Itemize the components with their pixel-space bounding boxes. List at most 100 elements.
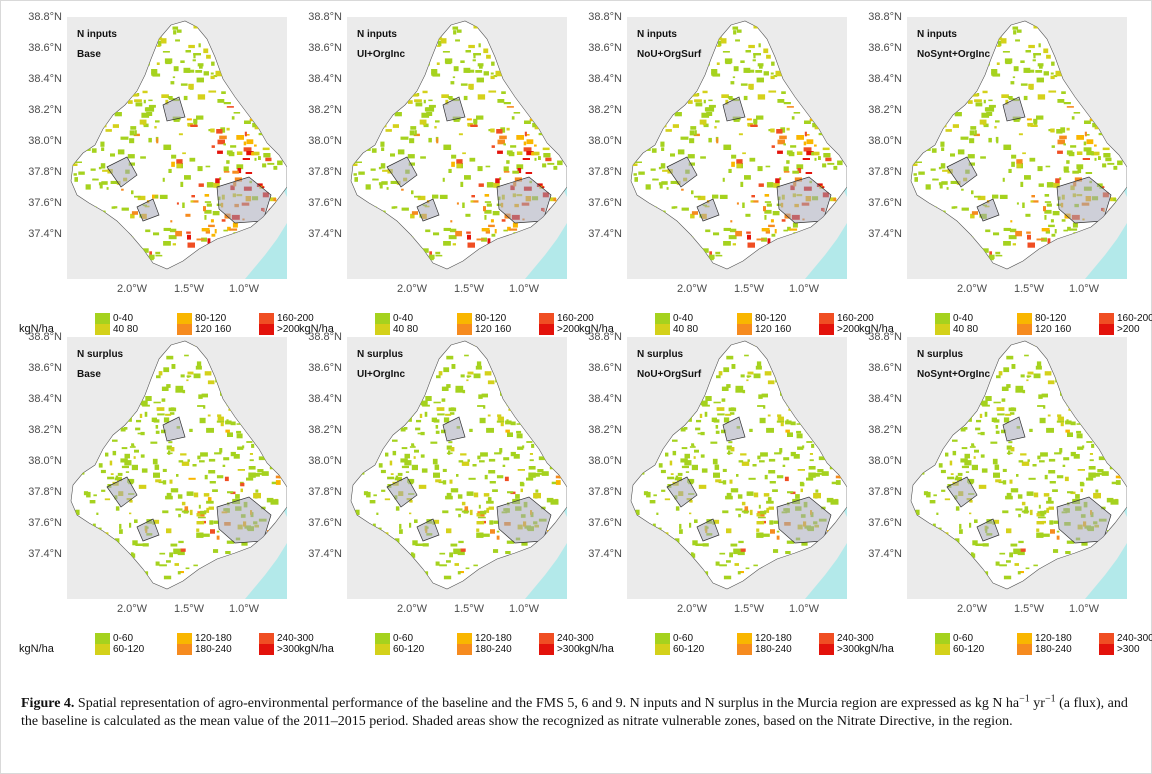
vulnerable-zone [696, 198, 720, 222]
legend-swatch [177, 644, 192, 655]
legend-label: 120-180 [1035, 633, 1072, 644]
legend-swatch [655, 644, 670, 655]
vulnerable-zone [106, 476, 138, 508]
map-panel: 38.8°N 38.6°N 38.4°N 38.2°N 38.0°N 37.8°N 37.6… [849, 3, 1127, 303]
legend-swatch [1017, 644, 1032, 655]
legend-label: 60-120 [113, 644, 145, 655]
legend-swatch [819, 644, 834, 655]
figure-caption: Figure 4. Spatial representation of agro… [21, 694, 1136, 730]
color-legend: kgN/ha 0-40 40 80 80-120 120 160 160-200 >200 [289, 313, 594, 343]
map-scenario-title: NoU+OrgSurf [637, 49, 702, 60]
longitude-tick-label: 1.0°W [788, 283, 820, 295]
latitude-tick-label: 38.4°N [308, 393, 342, 405]
legend-label: 120 160 [1035, 324, 1072, 335]
sea-area [805, 487, 847, 599]
legend-label: 180-240 [475, 644, 512, 655]
legend-swatch [1017, 324, 1032, 335]
legend-swatch [259, 313, 274, 324]
legend-label: 180-240 [755, 644, 792, 655]
latitude-tick-label: 38.2°N [868, 424, 902, 436]
latitude-tick-label: 37.6°N [308, 197, 342, 209]
legend-swatch [737, 644, 752, 655]
longitude-tick-label: 1.5°W [173, 283, 205, 295]
legend-label: 0-40 [113, 313, 134, 324]
latitude-tick-label: 38.6°N [868, 42, 902, 54]
latitude-tick-label: 38.0°N [308, 455, 342, 467]
longitude-tick-label: 1.0°W [508, 603, 540, 615]
legend-swatch [655, 313, 670, 324]
longitude-tick-label: 2.0°W [956, 283, 988, 295]
legend-label: >300 [1117, 644, 1140, 655]
legend-swatch [259, 324, 274, 335]
legend-swatch [1017, 633, 1032, 644]
vulnerable-zone [666, 156, 698, 188]
legend-label: 0-60 [953, 633, 974, 644]
legend-label: 120 160 [195, 324, 232, 335]
longitude-tick-label: 1.5°W [733, 603, 765, 615]
legend-swatch [375, 313, 390, 324]
region-map [350, 340, 567, 599]
latitude-tick-label: 38.2°N [308, 104, 342, 116]
legend-unit: kgN/ha [19, 323, 54, 335]
vulnerable-zone [162, 416, 186, 442]
legend-swatch [539, 324, 554, 335]
vulnerable-zone [162, 96, 186, 122]
map-variable-title: N inputs [77, 29, 117, 40]
latitude-tick-label: 38.4°N [588, 393, 622, 405]
latitude-tick-label: 37.8°N [868, 486, 902, 498]
legend-swatch [655, 324, 670, 335]
latitude-tick-label: 37.6°N [588, 517, 622, 529]
caption-text-3: (a flux), and the baseline is calculated… [21, 696, 1128, 729]
legend-label: 0-60 [113, 633, 134, 644]
latitude-tick-label: 38.4°N [28, 393, 62, 405]
latitude-tick-label: 37.4°N [308, 228, 342, 240]
map-area [347, 17, 567, 279]
legend-swatch [539, 633, 554, 644]
map-panel: 38.8°N 38.6°N 38.4°N 38.2°N 38.0°N 37.8°N 37.6… [289, 323, 567, 623]
latitude-tick-label: 37.8°N [868, 166, 902, 178]
latitude-tick-label: 38.0°N [308, 135, 342, 147]
legend-label: 60-120 [673, 644, 705, 655]
legend-swatch [737, 324, 752, 335]
longitude-tick-label: 1.0°W [788, 603, 820, 615]
region-map [70, 20, 287, 279]
latitude-tick-label: 38.0°N [868, 135, 902, 147]
legend-label: >200 [837, 324, 860, 335]
vulnerable-zone [416, 518, 440, 542]
map-panel: 38.8°N 38.6°N 38.4°N 38.2°N 38.0°N 37.8°N 37.6… [569, 3, 847, 303]
legend-label: 120-180 [475, 633, 512, 644]
latitude-tick-label: 38.8°N [588, 11, 622, 23]
latitude-tick-label: 38.0°N [28, 455, 62, 467]
color-legend: kgN/ha 0-60 60-120 120-180 180-240 240-300 >30… [9, 633, 314, 663]
latitude-tick-label: 37.8°N [28, 486, 62, 498]
legend-label: 80-120 [195, 313, 227, 324]
latitude-tick-label: 37.4°N [308, 548, 342, 560]
vulnerable-zone [976, 518, 1000, 542]
longitude-tick-label: 2.0°W [676, 603, 708, 615]
legend-label: 0-40 [673, 313, 694, 324]
sea-area [525, 487, 567, 599]
latitude-tick-label: 37.6°N [308, 517, 342, 529]
latitude-tick-label: 38.8°N [868, 331, 902, 343]
legend-swatch [375, 324, 390, 335]
legend-label: 60-120 [393, 644, 425, 655]
sea-area [525, 167, 567, 279]
legend-label: 240-300 [557, 633, 594, 644]
latitude-tick-label: 37.4°N [588, 228, 622, 240]
color-legend: kgN/ha 0-40 40 80 80-120 120 160 160-200 >200 [9, 313, 314, 343]
sea-area [1085, 167, 1127, 279]
latitude-tick-label: 38.4°N [868, 73, 902, 85]
vulnerable-zone [946, 476, 978, 508]
legend-swatch [95, 633, 110, 644]
legend-swatch [539, 313, 554, 324]
legend-unit: kgN/ha [579, 323, 614, 335]
legend-unit: kgN/ha [299, 643, 334, 655]
longitude-tick-label: 2.0°W [956, 603, 988, 615]
legend-unit: kgN/ha [859, 323, 894, 335]
vulnerable-zone [722, 416, 746, 442]
latitude-tick-label: 38.6°N [868, 362, 902, 374]
legend-label: 40 80 [953, 324, 979, 335]
latitude-tick-label: 38.6°N [28, 362, 62, 374]
longitude-tick-label: 1.0°W [228, 283, 260, 295]
